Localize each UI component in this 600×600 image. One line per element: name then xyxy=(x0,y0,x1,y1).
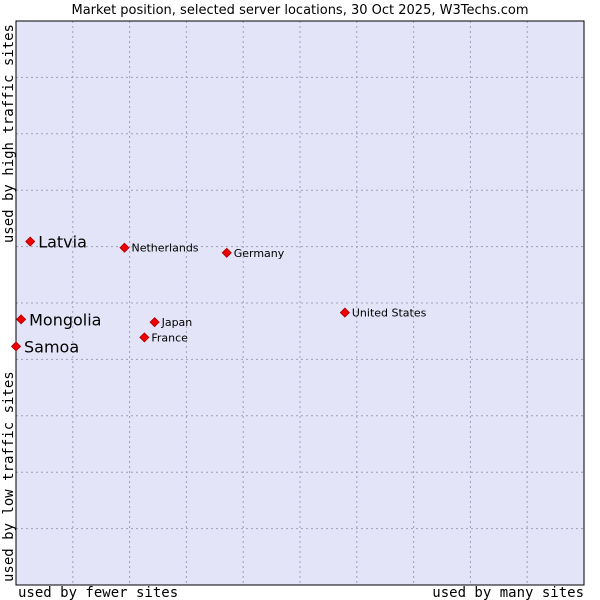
point-marker-france xyxy=(139,332,150,343)
y-axis-label-bottom: used by low traffic sites xyxy=(1,371,17,582)
point-marker-united-states xyxy=(339,307,350,318)
point-label-netherlands: Netherlands xyxy=(131,242,198,255)
point-marker-latvia xyxy=(25,236,36,247)
point-group-mongolia: Mongolia xyxy=(16,310,101,329)
point-marker-netherlands xyxy=(119,242,130,253)
data-points: Latvia Mongolia Samoa Netherlands Germany Uni… xyxy=(10,233,427,356)
point-group-samoa: Samoa xyxy=(10,337,79,356)
point-marker-germany xyxy=(221,247,232,258)
chart-title: Market position, selected server locatio… xyxy=(71,3,528,18)
point-group-latvia: Latvia xyxy=(25,233,87,252)
point-group-united-states: United States xyxy=(339,307,427,320)
point-marker-samoa xyxy=(10,341,22,352)
point-label-germany: Germany xyxy=(234,247,285,260)
point-label-united-states: United States xyxy=(352,307,427,320)
x-axis-label-right: used by many sites xyxy=(432,585,584,600)
point-label-france: France xyxy=(151,331,188,344)
plot-frame xyxy=(15,20,585,586)
point-group-japan: Japan xyxy=(149,316,193,329)
point-label-mongolia: Mongolia xyxy=(29,310,101,329)
grid-lines xyxy=(16,21,584,585)
point-marker-mongolia xyxy=(16,314,27,325)
y-axis-label-top: used by high traffic sites xyxy=(1,24,17,243)
point-group-germany: Germany xyxy=(221,247,285,260)
point-marker-japan xyxy=(149,317,160,328)
point-label-samoa: Samoa xyxy=(24,337,79,356)
point-label-latvia: Latvia xyxy=(38,233,87,252)
point-group-france: France xyxy=(139,331,188,344)
x-axis-label-left: used by fewer sites xyxy=(18,585,178,600)
point-group-netherlands: Netherlands xyxy=(119,242,199,255)
point-label-japan: Japan xyxy=(161,316,193,329)
